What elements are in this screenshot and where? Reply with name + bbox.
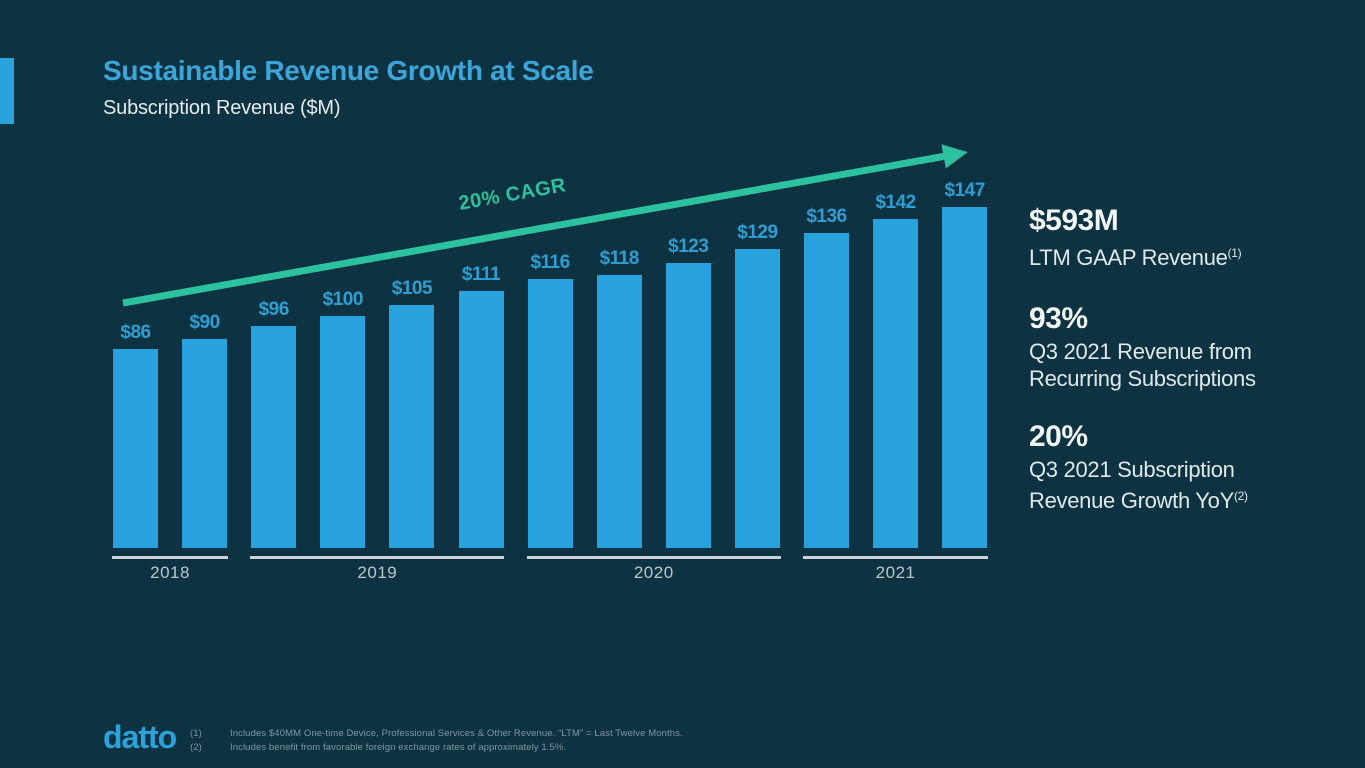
stat-value: 93% (1029, 302, 1088, 335)
stat-value: $593M (1029, 204, 1119, 237)
bar-value-label: $96 (258, 298, 290, 320)
year-axis-line-2018 (112, 556, 229, 559)
year-label-2021: 2021 (875, 563, 916, 582)
left-accent-bar (0, 58, 14, 124)
footnote-ref: (1) (190, 728, 202, 739)
stat-block-0: $593M LTM GAAP Revenue(1) (1029, 205, 1329, 271)
bar-2020-129 (734, 249, 780, 548)
bar-2019-111 (458, 290, 504, 548)
footnote-marker: (2) (1233, 489, 1248, 503)
stat-block-2: 20% Q3 2021 Subscription Revenue Growth Yo… (1029, 421, 1329, 514)
bar-value-label: $105 (391, 277, 433, 299)
bar-2019-105 (389, 304, 435, 548)
bar-2020-116 (527, 279, 573, 548)
bar-value-label: $111 (461, 263, 501, 285)
year-label-2019: 2019 (357, 563, 398, 582)
bar-2020-118 (596, 274, 642, 548)
bar-value-label: $123 (668, 236, 709, 257)
footnote-2: (2) Includes benefit from favorable forei… (190, 741, 790, 755)
bar-value-label: $100 (322, 289, 364, 311)
year-axis-line-2021 (803, 556, 989, 559)
bar-value-label: $142 (875, 191, 916, 213)
bar-2018-90 (182, 339, 228, 548)
bar-value-label: $118 (599, 247, 640, 269)
year-label-2018: 2018 (150, 563, 190, 582)
stat-label: Q3 2021 Subscription Revenue Growth YoY(2… (1029, 457, 1248, 513)
footnote-text: Includes $40MM One-time Device, Professi… (230, 728, 683, 739)
bar-value-label: $90 (189, 312, 220, 334)
footnote-text: Includes benefit from favorable foreign … (230, 741, 567, 753)
bar-value-label: $136 (806, 205, 847, 227)
bar-2020-123 (665, 263, 711, 548)
stat-label: LTM GAAP Revenue(1) (1029, 245, 1242, 270)
bar-2018-86 (113, 348, 158, 548)
footnote-marker: (1) (1227, 246, 1242, 260)
bar-value-label: $147 (944, 180, 986, 202)
bar-2021-142 (873, 218, 919, 548)
footnote-ref: (2) (190, 741, 202, 753)
bar-value-label: $116 (530, 252, 570, 274)
datto-logo: datto (103, 719, 177, 755)
bar-2019-96 (251, 325, 297, 548)
chart-subtitle: Subscription Revenue ($M) (103, 97, 341, 119)
stat-block-1: 93% Q3 2021 Revenue from Recurring Subscri… (1029, 303, 1329, 392)
bar-value-label: $129 (737, 222, 778, 244)
bar-2019-100 (320, 316, 366, 548)
bar-2021-147 (942, 207, 988, 548)
slide-title: Sustainable Revenue Growth at Scale (103, 55, 594, 86)
bar-value-label: $86 (120, 321, 151, 343)
stat-value: 20% (1029, 420, 1088, 453)
year-axis-line-2020 (526, 556, 781, 559)
year-axis-line-2019 (250, 556, 505, 559)
stat-label: Q3 2021 Revenue from Recurring Subscripti… (1029, 339, 1256, 391)
footnote-1: (1) Includes $40MM One-time Device, Profe… (190, 727, 790, 741)
footnotes: (1) Includes $40MM One-time Device, Profe… (190, 727, 790, 754)
year-label-2020: 2020 (633, 563, 674, 582)
bar-2021-136 (804, 232, 849, 548)
